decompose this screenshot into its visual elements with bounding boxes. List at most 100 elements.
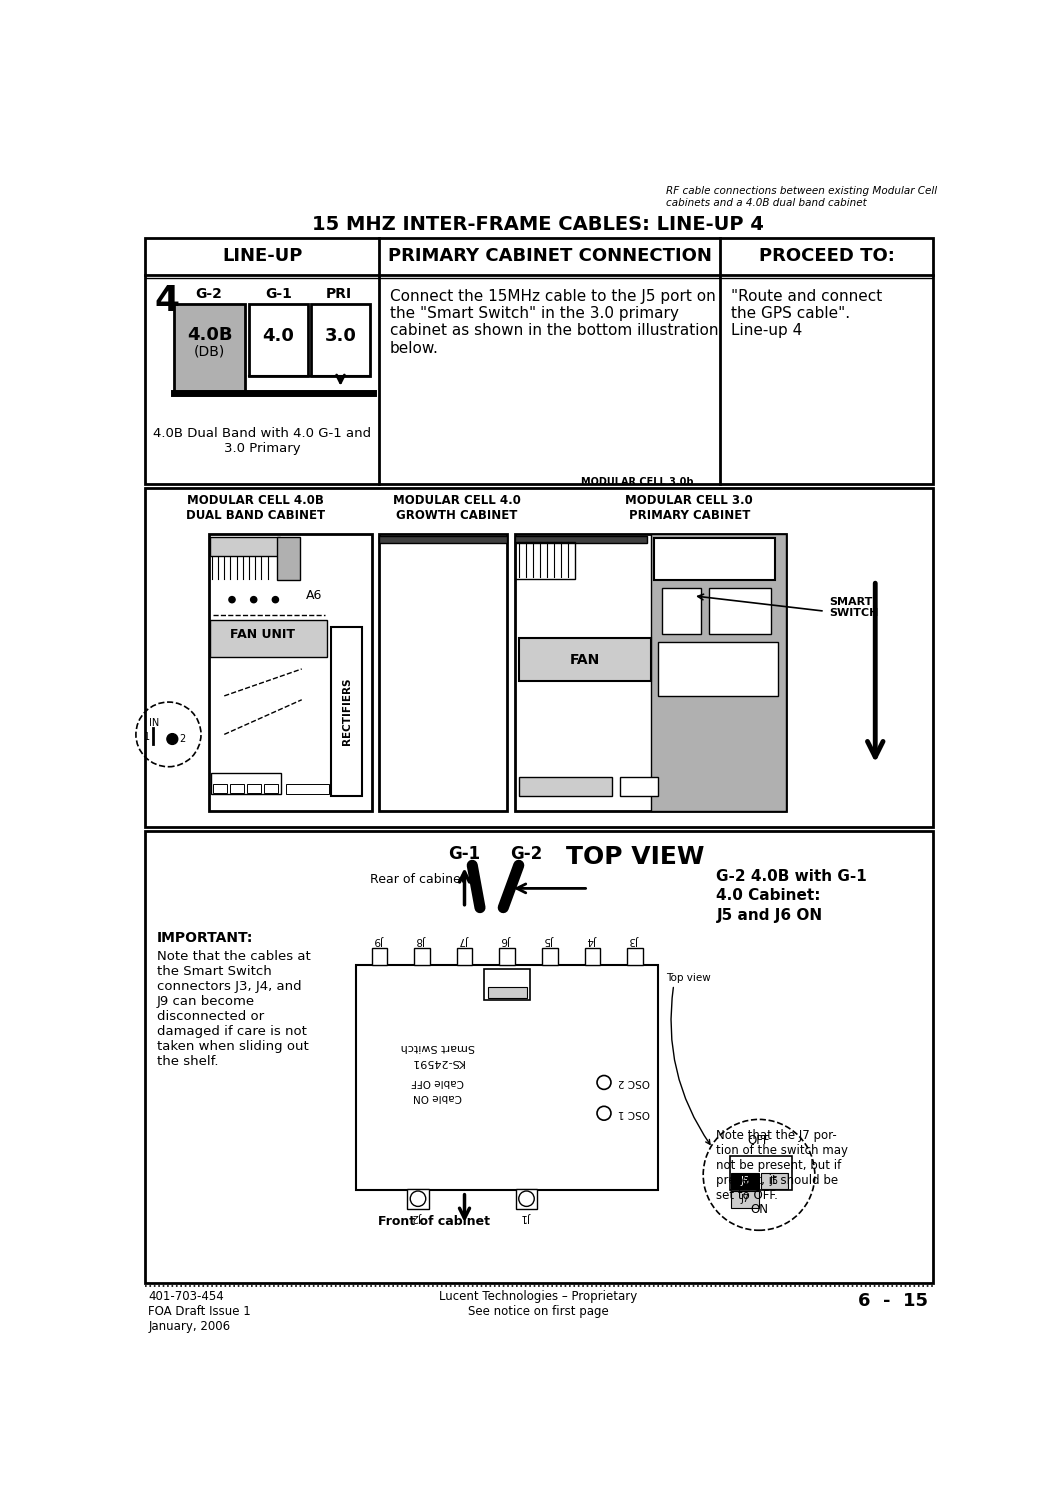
Bar <box>145 237 933 484</box>
Text: Front of cabinet: Front of cabinet <box>378 1215 489 1228</box>
Text: J5: J5 <box>770 1176 779 1186</box>
Text: 3.0: 3.0 <box>324 327 356 345</box>
Bar <box>663 588 701 634</box>
Text: "Route and connect
the GPS cable".
Line-up 4: "Route and connect the GPS cable". Line-… <box>731 288 882 339</box>
Text: J4: J4 <box>588 936 597 945</box>
Bar <box>488 987 526 998</box>
Text: J5 and J6 ON: J5 and J6 ON <box>716 908 822 922</box>
Text: 401-703-454
FOA Draft Issue 1
January, 2006: 401-703-454 FOA Draft Issue 1 January, 2… <box>148 1290 251 1334</box>
Bar <box>585 948 601 966</box>
Bar <box>209 534 372 812</box>
Text: J7: J7 <box>740 1194 750 1204</box>
Bar <box>514 534 786 812</box>
Text: 6  -  15: 6 - 15 <box>858 1292 928 1310</box>
Text: 4: 4 <box>154 284 180 318</box>
Text: OFF: OFF <box>748 1134 771 1146</box>
Text: IN: IN <box>149 718 160 728</box>
Circle shape <box>272 597 278 603</box>
Text: SMART
SWITCH: SMART SWITCH <box>828 597 878 618</box>
Text: FAN: FAN <box>569 652 600 666</box>
Text: Note that the J7 por-
tion of the switch may
not be present, but if
present, it : Note that the J7 por- tion of the switch… <box>716 1128 848 1202</box>
Text: Connect the 15MHz cable to the J5 port on
the "Smart Switch" in the 3.0 primary
: Connect the 15MHz cable to the J5 port o… <box>391 288 718 356</box>
Text: PRIMARY CABINET CONNECTION: PRIMARY CABINET CONNECTION <box>387 248 712 266</box>
Text: 2: 2 <box>180 734 186 744</box>
Bar <box>514 542 575 579</box>
Bar <box>210 621 327 657</box>
Text: ON: ON <box>750 1203 768 1216</box>
Text: PROCEED TO:: PROCEED TO: <box>759 248 895 266</box>
Text: OSC 2: OSC 2 <box>618 1077 650 1088</box>
Circle shape <box>229 597 235 603</box>
Text: G-2: G-2 <box>510 844 543 862</box>
Bar <box>230 783 244 794</box>
Text: (DB): (DB) <box>194 344 225 358</box>
Bar <box>627 948 643 966</box>
Text: Cable ON: Cable ON <box>413 1092 462 1102</box>
Bar <box>760 1173 789 1188</box>
Text: J5: J5 <box>545 936 554 945</box>
Bar <box>145 831 933 1282</box>
Text: J9: J9 <box>375 936 384 945</box>
Bar <box>651 534 786 812</box>
Bar <box>516 1188 538 1209</box>
Bar <box>174 304 246 393</box>
Text: J3: J3 <box>630 936 639 945</box>
Bar <box>145 488 933 826</box>
Text: TOP VIEW: TOP VIEW <box>566 844 705 868</box>
Text: J7: J7 <box>460 936 469 945</box>
Bar <box>414 948 429 966</box>
Text: IMPORTANT:: IMPORTANT: <box>156 930 253 945</box>
Circle shape <box>251 597 257 603</box>
Bar <box>407 1188 428 1209</box>
Text: MODULAR CELL 4.0B
DUAL BAND CABINET: MODULAR CELL 4.0B DUAL BAND CABINET <box>186 494 324 522</box>
Bar <box>379 536 507 543</box>
Text: FAN UNIT: FAN UNIT <box>231 628 295 640</box>
Bar <box>210 537 280 556</box>
Bar <box>654 538 775 580</box>
Bar <box>514 536 647 543</box>
Text: G-1: G-1 <box>448 844 481 862</box>
Text: J2: J2 <box>414 1212 423 1222</box>
Text: 15 MHZ INTER-FRAME CABLES: LINE-UP 4: 15 MHZ INTER-FRAME CABLES: LINE-UP 4 <box>312 214 764 234</box>
Text: Note that the cables at
the Smart Switch
connectors J3, J4, and
J9 can become
di: Note that the cables at the Smart Switch… <box>156 950 311 1068</box>
Bar <box>311 304 370 375</box>
Text: Cable OFF: Cable OFF <box>411 1077 464 1086</box>
Text: MODULAR CELL 3.0b: MODULAR CELL 3.0b <box>581 477 693 488</box>
Bar <box>277 537 300 580</box>
Bar <box>356 966 658 1190</box>
Bar <box>519 638 651 681</box>
Bar <box>379 534 507 812</box>
Bar <box>212 783 227 794</box>
Text: G-2: G-2 <box>195 286 223 302</box>
Text: 4.0B: 4.0B <box>187 326 232 344</box>
Text: G-2 4.0B with G-1: G-2 4.0B with G-1 <box>716 868 867 883</box>
Bar <box>249 304 308 375</box>
Text: J6: J6 <box>502 936 512 945</box>
Text: J6: J6 <box>740 1176 750 1186</box>
Bar <box>730 1155 792 1190</box>
Text: RECTIFIERS: RECTIFIERS <box>341 678 352 746</box>
Bar <box>658 642 778 696</box>
Text: Rear of cabinet: Rear of cabinet <box>371 873 466 886</box>
Text: KS-24591: KS-24591 <box>411 1058 464 1068</box>
Bar <box>542 948 558 966</box>
Bar <box>620 777 658 796</box>
Text: Top view: Top view <box>666 974 711 982</box>
Text: Lucent Technologies – Proprietary
See notice on first page: Lucent Technologies – Proprietary See no… <box>439 1290 637 1318</box>
Bar <box>500 948 514 966</box>
Text: 1: 1 <box>144 732 150 742</box>
Bar <box>287 783 329 795</box>
Text: 4.0: 4.0 <box>262 327 294 345</box>
Bar <box>247 783 260 794</box>
Text: RF cable connections between existing Modular Cell
cabinets and a 4.0B dual band: RF cable connections between existing Mo… <box>666 186 938 209</box>
Bar <box>372 948 387 966</box>
Text: J8: J8 <box>417 936 426 945</box>
Text: OSC 1: OSC 1 <box>618 1108 650 1118</box>
Text: A6: A6 <box>306 590 322 603</box>
Text: MODULAR CELL 3.0
PRIMARY CABINET: MODULAR CELL 3.0 PRIMARY CABINET <box>626 494 753 522</box>
Text: G-1: G-1 <box>265 286 292 302</box>
Bar <box>519 777 612 796</box>
Bar <box>731 1191 759 1208</box>
Text: J1: J1 <box>522 1212 531 1222</box>
Text: LINE-UP: LINE-UP <box>222 248 302 266</box>
